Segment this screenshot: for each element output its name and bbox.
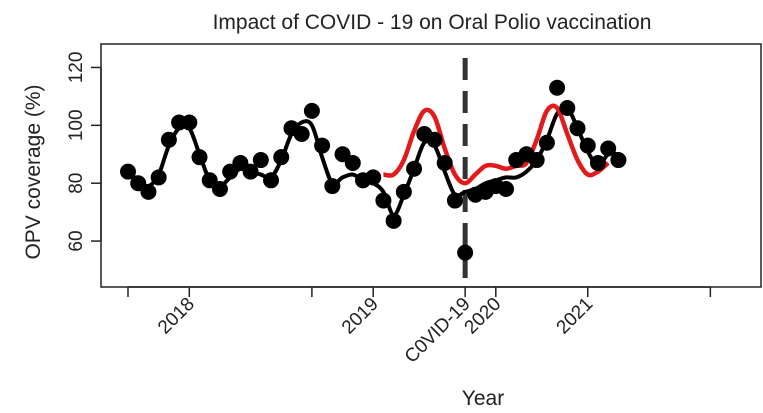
- chart-title: Impact of COVID - 19 on Oral Polio vacci…: [213, 11, 652, 34]
- observed-point: [385, 212, 402, 229]
- observed-point: [181, 114, 198, 131]
- x-tick-label: 2018: [154, 294, 199, 339]
- observed-point: [344, 154, 361, 171]
- observed-point: [314, 137, 331, 154]
- y-tick-label: 100: [66, 109, 87, 141]
- y-tick-label: 80: [66, 173, 87, 194]
- observed-point: [600, 140, 617, 157]
- observed-point: [242, 163, 259, 180]
- x-tick-label: 2019: [338, 294, 383, 339]
- observed-point: [559, 99, 576, 116]
- observed-point: [457, 244, 474, 261]
- y-tick-label: 60: [66, 230, 87, 251]
- observed-point: [252, 152, 269, 169]
- plot-area: [100, 43, 762, 288]
- observed-point: [395, 183, 412, 200]
- observed-point: [150, 169, 167, 186]
- observed-point: [569, 120, 586, 137]
- observed-point: [436, 154, 453, 171]
- observed-point: [211, 180, 228, 197]
- observed-point: [610, 152, 627, 169]
- y-tick-label: 120: [66, 52, 87, 84]
- observed-point: [498, 180, 515, 197]
- observed-point: [273, 149, 290, 166]
- x-tick-label: 2020: [461, 294, 506, 339]
- observed-point: [528, 152, 545, 169]
- y-axis-label: OPV coverage (%): [22, 84, 45, 259]
- observed-point: [549, 79, 566, 96]
- observed-point: [140, 183, 157, 200]
- predicted-line: [383, 103, 610, 186]
- observed-point: [303, 102, 320, 119]
- observed-point: [426, 131, 443, 148]
- observed-point: [191, 149, 208, 166]
- observed-point: [589, 154, 606, 171]
- observed-point: [538, 134, 555, 151]
- observed-point: [160, 131, 177, 148]
- x-tick-label: C0VID-19: [401, 294, 475, 368]
- observed-point: [293, 126, 310, 143]
- x-axis-label: Year: [462, 387, 504, 410]
- observed-point: [324, 178, 341, 195]
- observed-point: [579, 137, 596, 154]
- observed-point: [263, 172, 280, 189]
- x-tick-label: 2021: [553, 294, 598, 339]
- observed-point: [406, 160, 423, 177]
- observed-point: [365, 169, 382, 186]
- observed-point: [375, 192, 392, 209]
- observed-point: [120, 163, 136, 180]
- observed-point: [446, 192, 463, 209]
